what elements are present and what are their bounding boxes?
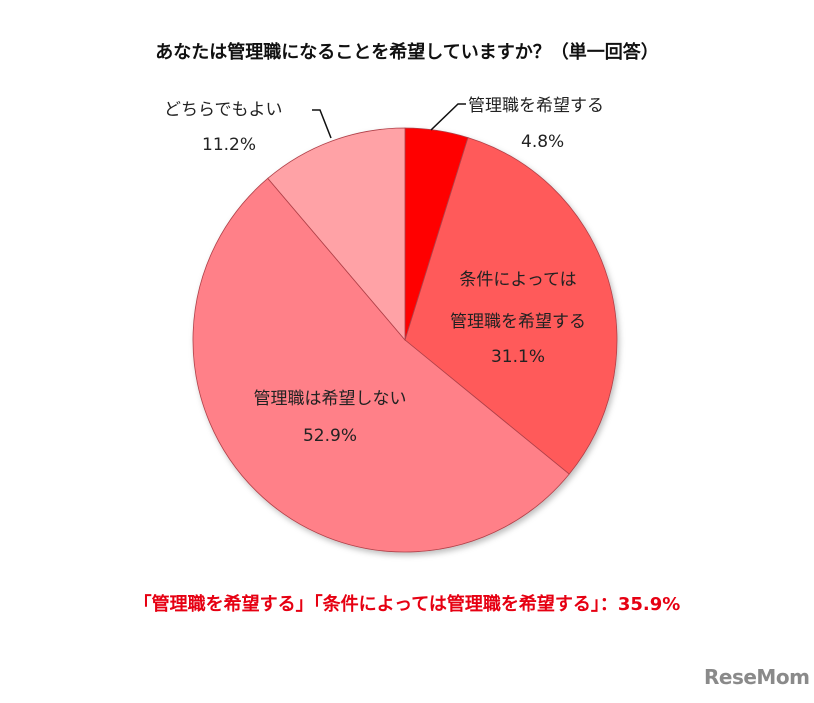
slice-conditional (404, 137, 618, 475)
slice-not-want (192, 177, 570, 553)
chart-title: あなたは管理職になることを希望していますか？（単一回答） (155, 42, 659, 63)
slice-either (267, 127, 406, 342)
label-not-want-pct: 52.9% (302, 426, 357, 446)
resemom-logo: ReseMom (704, 665, 810, 689)
label-want-pct: 4.8% (521, 132, 565, 152)
summary-annotation: 「管理職を希望する」「条件によっては管理職を希望する」：35.9% (133, 594, 681, 615)
label-either-name: どちらでもよい (164, 100, 283, 120)
label-want-name: 管理職を希望する (468, 96, 604, 116)
label-either-pct: 11.2% (202, 135, 257, 155)
leader-line-either (312, 109, 332, 139)
label-not-want-name: 管理職は希望しない (253, 389, 407, 409)
leader-line-want (430, 103, 466, 131)
label-conditional-name2: 管理職を希望する (450, 312, 586, 332)
label-conditional-pct: 31.1% (490, 347, 545, 367)
label-conditional-name1: 条件によっては (459, 270, 577, 290)
